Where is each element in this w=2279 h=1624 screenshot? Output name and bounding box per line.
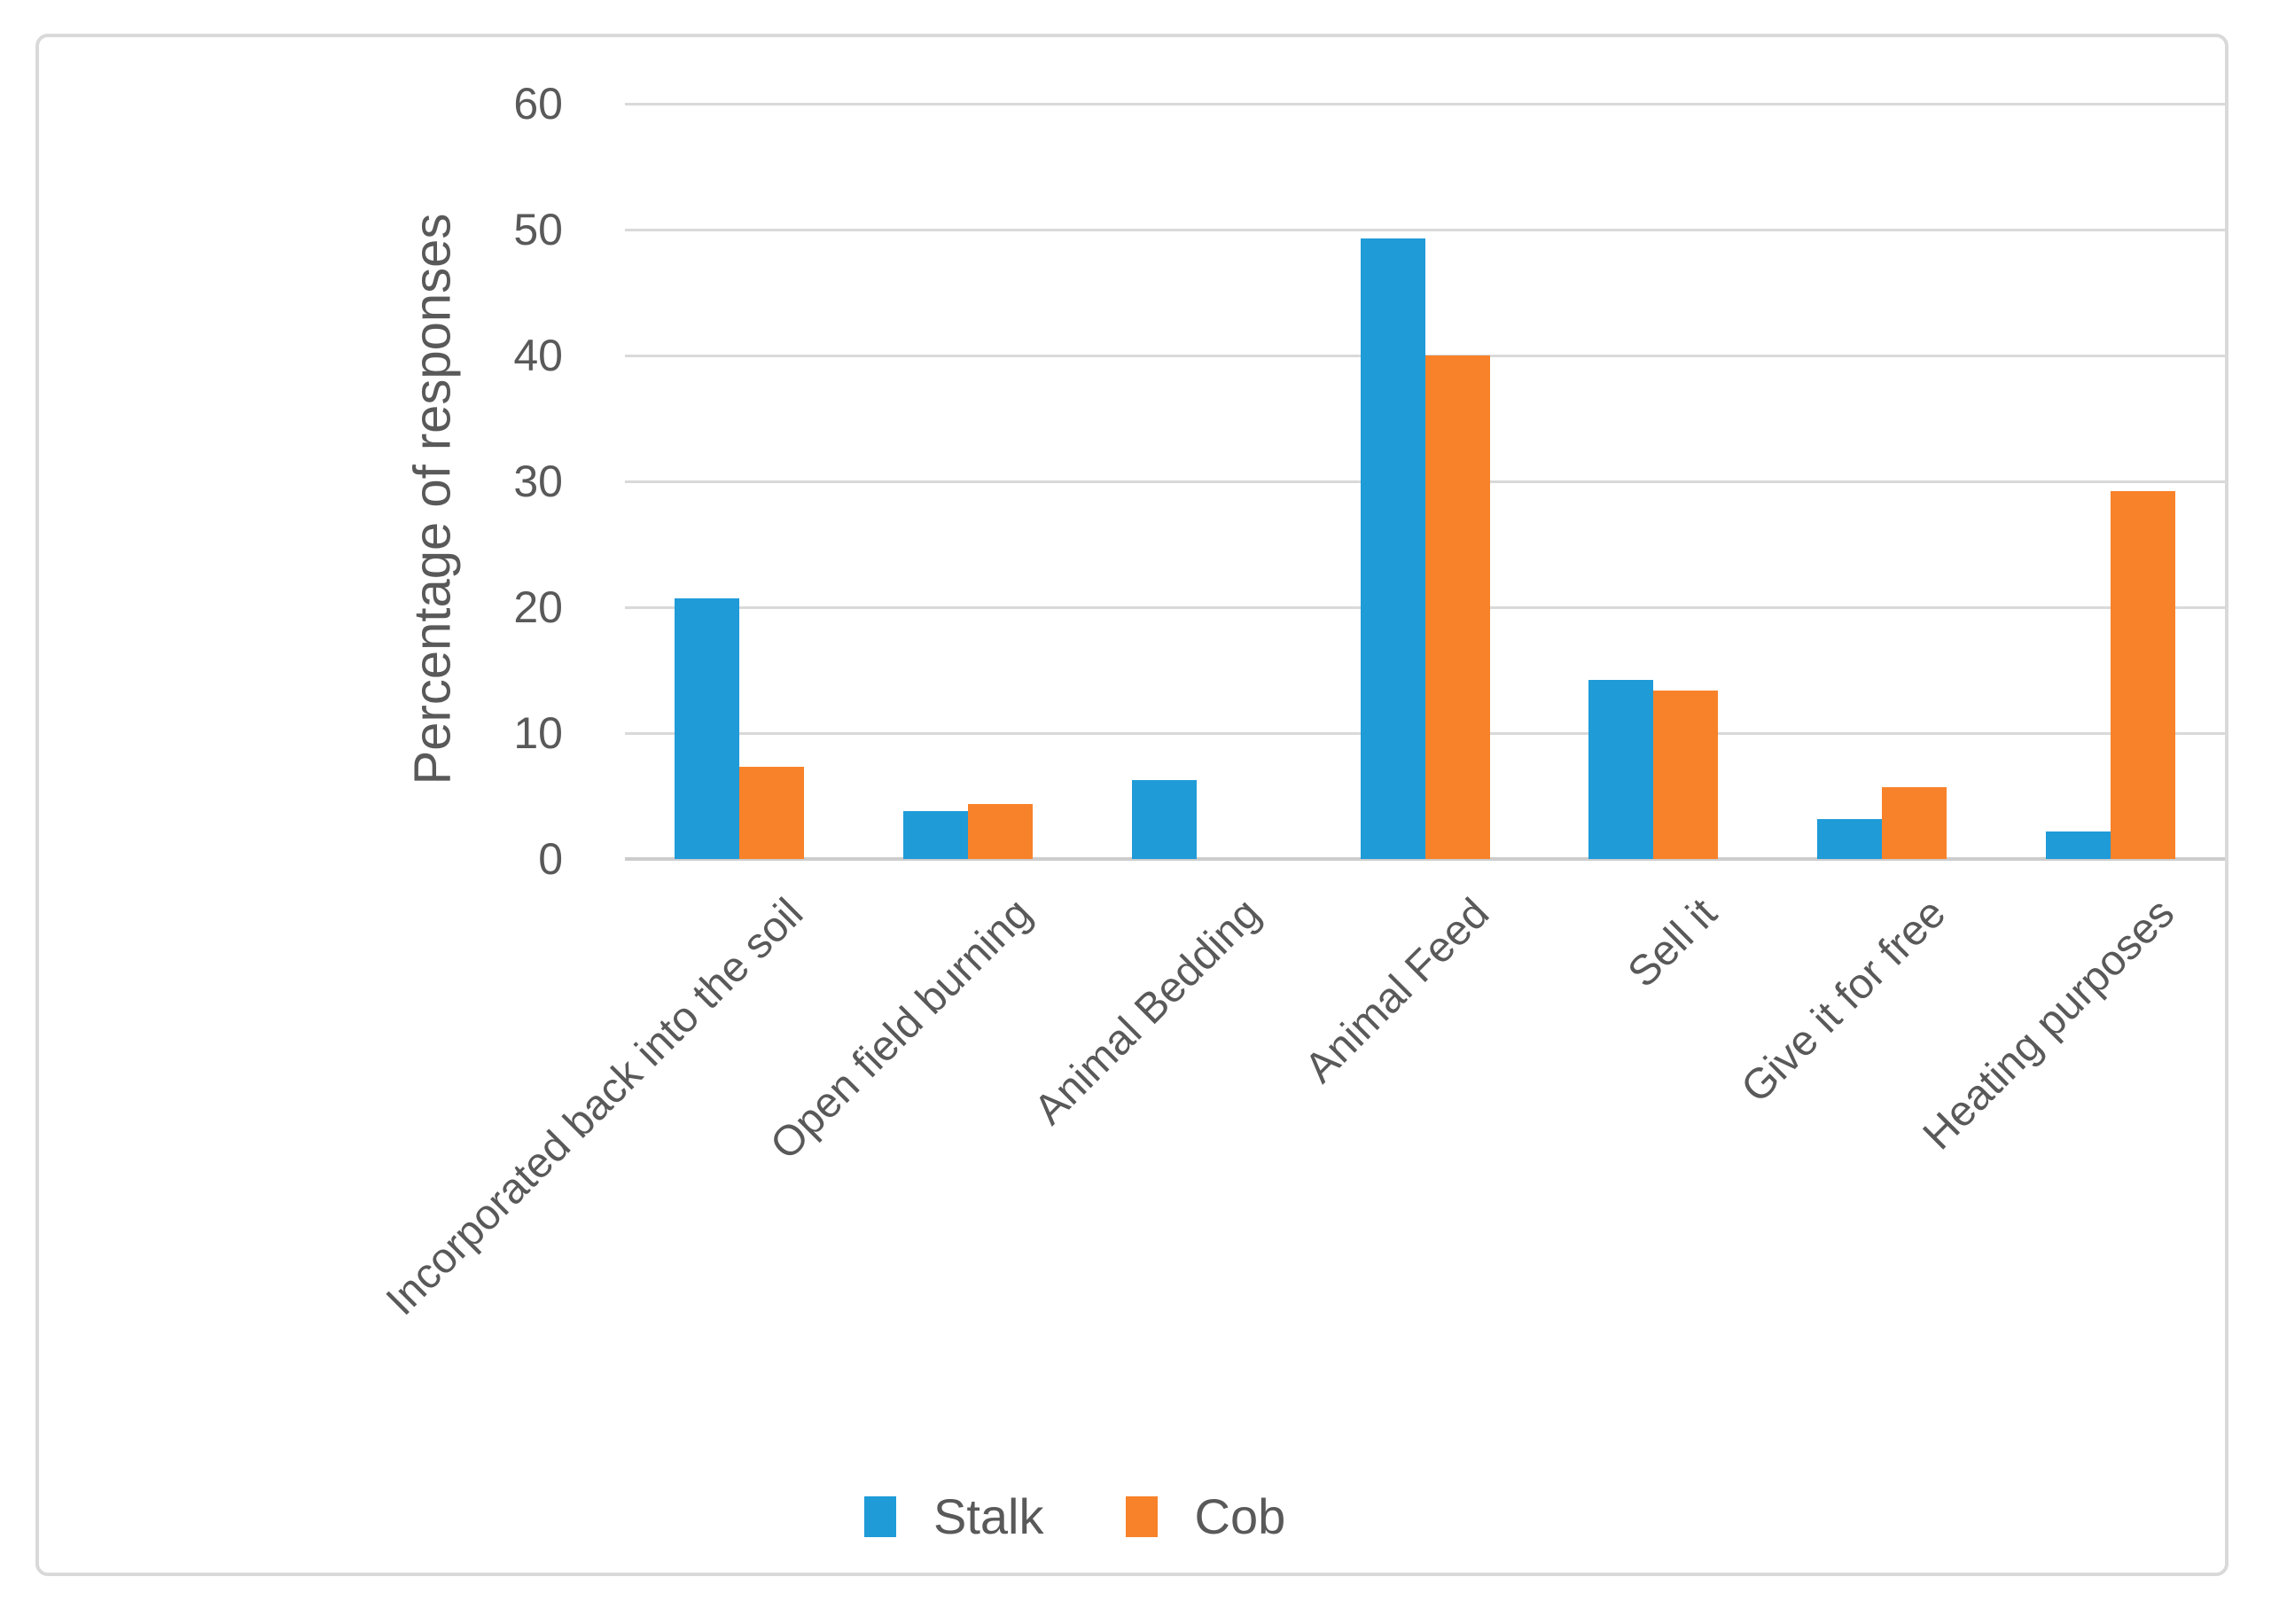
- bar-stalk-5: [1588, 680, 1654, 859]
- legend: Stalk Cob: [864, 1487, 1285, 1545]
- legend-label-stalk: Stalk: [933, 1488, 1044, 1544]
- y-tick-label-10: 10: [513, 708, 563, 758]
- legend-item-stalk: Stalk: [864, 1487, 1044, 1545]
- bar-stalk-3: [1131, 779, 1197, 859]
- bar-cob-5: [1653, 690, 1719, 859]
- y-tick-label-30: 30: [513, 457, 563, 506]
- y-tick-label-0: 0: [538, 834, 563, 884]
- legend-swatch-cob: [1125, 1495, 1158, 1537]
- legend-swatch-stalk: [864, 1495, 896, 1537]
- y-tick-label-20: 20: [513, 582, 563, 632]
- legend-item-cob: Cob: [1125, 1487, 1286, 1545]
- bar-stalk-7: [2046, 831, 2111, 859]
- bar-cob-2: [967, 803, 1033, 859]
- y-tick-label-60: 60: [513, 79, 563, 129]
- bar-cob-4: [1424, 355, 1490, 859]
- bar-stalk-4: [1360, 238, 1425, 859]
- x-axis-line: [625, 857, 2225, 861]
- y-tick-label-50: 50: [513, 205, 563, 254]
- bar-cob-7: [2111, 491, 2176, 859]
- gridline-60: [625, 103, 2225, 105]
- bar-stalk-6: [1817, 818, 1883, 859]
- bar-cob-1: [738, 767, 804, 859]
- y-tick-label-40: 40: [513, 331, 563, 380]
- bar-cob-6: [1882, 787, 1947, 859]
- bar-stalk-1: [674, 598, 739, 859]
- gridline-50: [625, 229, 2225, 231]
- legend-label-cob: Cob: [1194, 1488, 1286, 1544]
- bar-stalk-2: [902, 811, 968, 859]
